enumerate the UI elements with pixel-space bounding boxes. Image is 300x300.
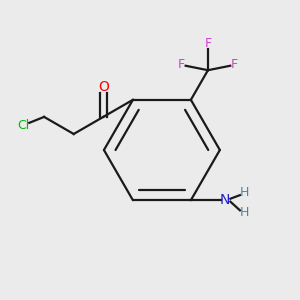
Text: N: N	[220, 193, 230, 207]
Text: F: F	[178, 58, 185, 71]
Text: H: H	[240, 186, 249, 199]
Text: O: O	[98, 80, 109, 94]
Text: F: F	[204, 37, 211, 50]
Text: Cl: Cl	[17, 119, 29, 132]
Text: F: F	[231, 58, 238, 71]
Text: H: H	[240, 206, 249, 219]
